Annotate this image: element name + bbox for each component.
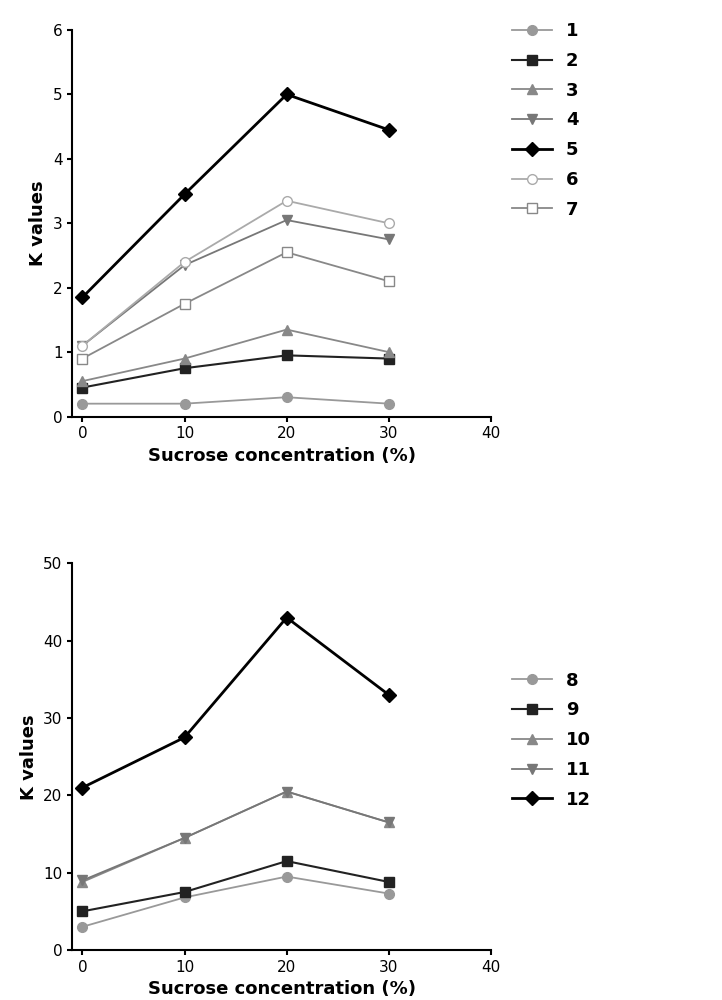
Y-axis label: K values: K values xyxy=(29,180,47,266)
Y-axis label: K values: K values xyxy=(19,714,38,800)
Legend: 1, 2, 3, 4, 5, 6, 7: 1, 2, 3, 4, 5, 6, 7 xyxy=(512,22,578,219)
X-axis label: Sucrose concentration (%): Sucrose concentration (%) xyxy=(147,447,416,465)
X-axis label: Sucrose concentration (%): Sucrose concentration (%) xyxy=(147,980,416,998)
Legend: 8, 9, 10, 11, 12: 8, 9, 10, 11, 12 xyxy=(512,672,591,809)
